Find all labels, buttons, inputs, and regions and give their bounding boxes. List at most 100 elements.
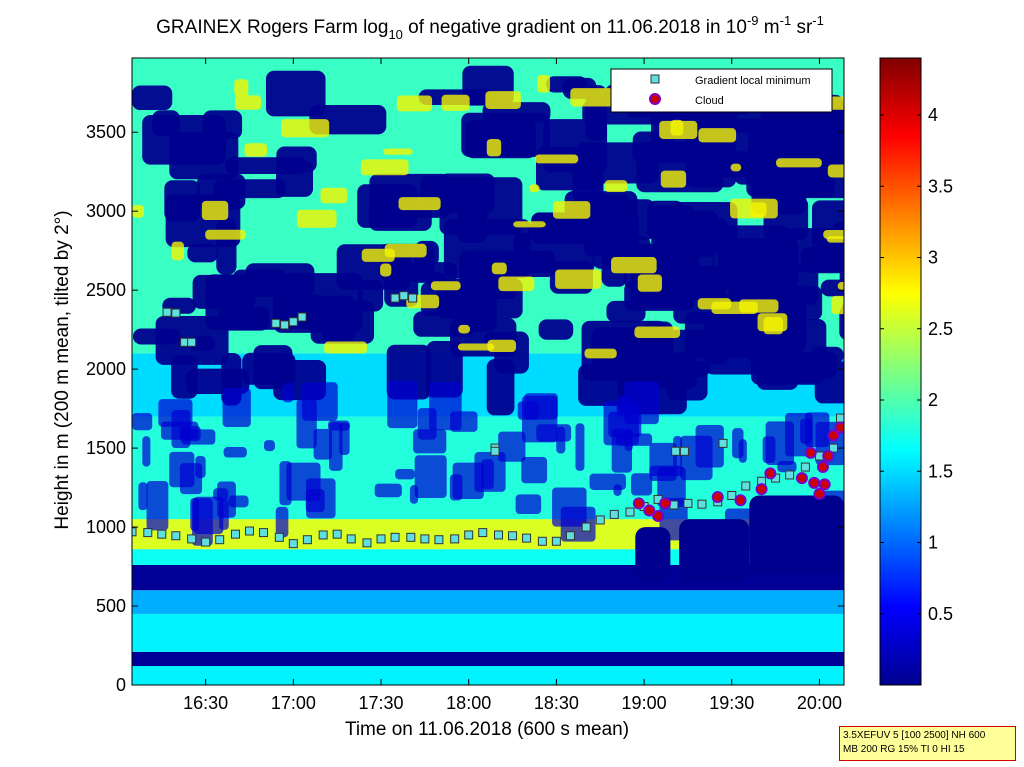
heatmap-blob (396, 95, 433, 112)
heatmap-blob (324, 341, 368, 354)
heatmap-blob (245, 263, 315, 298)
heatmap-blob (384, 243, 427, 258)
gradient-min-point (406, 532, 416, 542)
heatmap-blob (201, 200, 229, 220)
gradient-min-point (718, 438, 728, 448)
gradient-min-point (187, 337, 197, 347)
x-tick-label: 20:00 (797, 693, 842, 713)
gradient-min-point (230, 529, 240, 539)
heatmap-blob (839, 306, 844, 340)
cloud-point (808, 476, 821, 489)
heatmap-blob (500, 250, 556, 277)
gradient-min-point (201, 537, 211, 547)
legend-label-cloud: Cloud (695, 95, 724, 107)
heatmap-blob (635, 527, 671, 583)
gradient-min-point (537, 536, 547, 546)
gradient-min-point (408, 293, 418, 303)
gradient-min-point (434, 535, 444, 545)
heatmap-blob (439, 177, 523, 235)
colorbar-tick-label: 2 (928, 390, 938, 410)
cloud-point (827, 429, 840, 442)
heatmap-blob (286, 462, 321, 501)
heatmap-blob (732, 428, 744, 459)
gradient-min-point (162, 307, 172, 317)
heatmap-blob (831, 295, 844, 315)
heatmap-band (132, 613, 844, 652)
gradient-min-point (346, 534, 356, 544)
heatmap-blob (749, 495, 844, 575)
series-layer (132, 291, 844, 549)
heatmap-blob (611, 257, 657, 274)
heatmap-blob (575, 423, 585, 471)
heatmap-blob (538, 319, 574, 340)
gradient-min-point (318, 530, 328, 540)
heatmap-blob (313, 428, 333, 460)
heatmap-blob (234, 95, 262, 110)
heatmap-blob (603, 401, 639, 446)
cloud-point (818, 478, 831, 491)
x-tick-label: 17:30 (359, 693, 404, 713)
heatmap-blob (138, 482, 148, 511)
heatmap-blob (750, 202, 767, 217)
heatmap-blob (481, 459, 494, 490)
heatmap-blob (513, 221, 546, 228)
heatmap-blob (413, 429, 447, 454)
gradient-min-point (390, 532, 400, 542)
colorbar-tick-label: 1 (928, 533, 938, 553)
heatmap-blob (555, 269, 602, 289)
heatmap-blob (634, 326, 681, 338)
y-axis: 0 500 1000 1500 2000 2500 3000 3500 (86, 122, 844, 695)
gradient-min-point (362, 538, 372, 548)
gradient-min-point (332, 529, 342, 539)
x-tick-label: 16:30 (183, 693, 228, 713)
colorbar-tick-label: 1.5 (928, 461, 953, 481)
heatmap-blob (380, 263, 392, 277)
heatmap-blob (450, 411, 478, 432)
gradient-min-point (420, 534, 430, 544)
heatmap-blob (606, 300, 646, 323)
heatmap-blob (631, 473, 653, 496)
chart-title: GRAINEX Rogers Farm log10 of negative gr… (156, 13, 824, 42)
gradient-min-point (478, 528, 488, 538)
heatmap-blob (395, 468, 415, 480)
heatmap-blob (820, 279, 844, 297)
heatmap-blob (515, 494, 542, 515)
heatmap-blob (746, 168, 835, 197)
heatmap-blob (491, 262, 507, 275)
y-tick-label: 1500 (86, 438, 126, 458)
heatmap-blob (748, 118, 783, 159)
heatmap-blob (213, 179, 286, 199)
cloud-point (734, 494, 747, 507)
legend-marker-cloud (649, 93, 661, 105)
gradient-min-point (551, 536, 561, 546)
gradient-min-point (785, 470, 795, 480)
cloud-point (764, 467, 777, 480)
heatmap-band (132, 651, 844, 667)
heatmap-blob (414, 455, 447, 499)
gradient-min-point (132, 527, 137, 537)
gradient-min-point (490, 446, 500, 456)
gradient-min-point (450, 534, 460, 544)
heatmap-blob (192, 498, 213, 546)
cloud-point (804, 446, 817, 459)
heatmap-blob (589, 473, 626, 490)
heatmap-blob (187, 243, 219, 263)
colorbar (879, 57, 922, 686)
cloud-point (755, 483, 768, 496)
gradient-min-point (215, 535, 225, 545)
gradient-min-point (697, 499, 707, 509)
heatmap-blob (263, 440, 275, 452)
heatmap-blob (142, 436, 151, 467)
heatmap-blob (712, 225, 789, 278)
heatmap-blob (146, 480, 169, 531)
gradient-min-point (625, 507, 635, 517)
x-tick-label: 18:30 (534, 693, 579, 713)
heatmap-blob (584, 348, 617, 359)
heatmap-blob (387, 380, 418, 429)
heatmap-blob (777, 461, 797, 473)
heatmap-blob (837, 281, 844, 291)
heatmap-blob (296, 398, 317, 449)
x-tick-label: 19:00 (622, 693, 667, 713)
heatmap-blob (785, 412, 813, 457)
colorbar-tick-label: 2.5 (928, 319, 953, 339)
